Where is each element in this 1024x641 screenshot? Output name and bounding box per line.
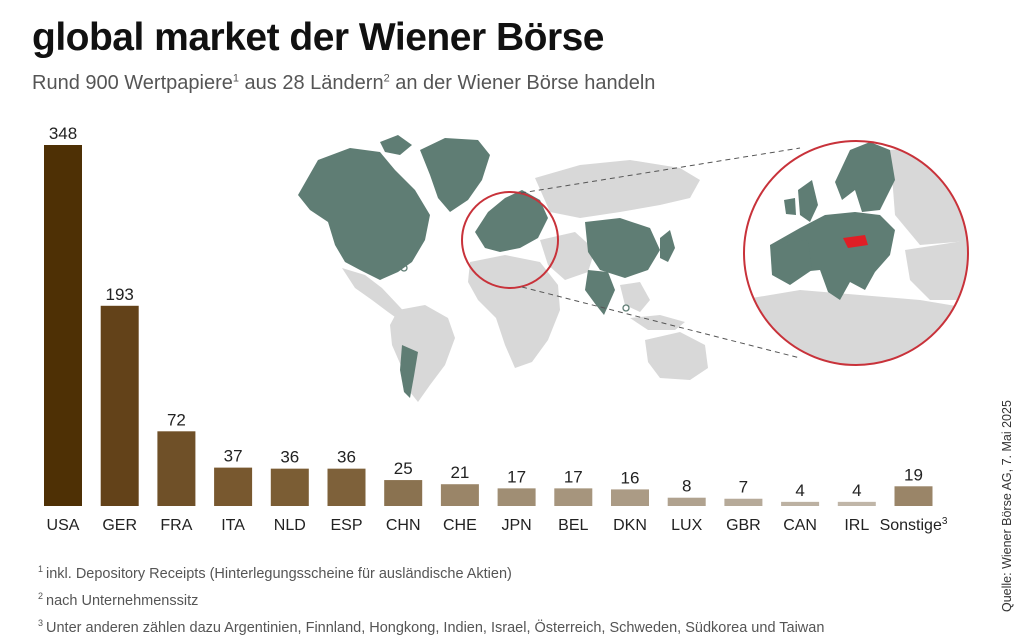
argentina-shape: [400, 345, 418, 398]
value-label-che: 21: [450, 463, 469, 482]
value-label-can: 4: [795, 481, 804, 500]
category-label-irl: IRL: [844, 517, 869, 534]
value-label-gbr: 7: [739, 478, 748, 497]
value-labels-group: 348 193 72 37 36 36 25 21 17 17 16 8 7 4 4 19: [49, 124, 923, 500]
north-america-shape: [298, 148, 430, 280]
footnote-3-mark: 3: [38, 617, 44, 628]
bar-usa: [44, 145, 82, 506]
bar-ita: [214, 467, 253, 506]
subtitle-footnote-mark-1: 1: [232, 72, 239, 85]
value-label-bel: 17: [564, 467, 583, 486]
category-label-gbr: GBR: [726, 517, 761, 534]
value-label-usa: 348: [49, 124, 77, 143]
value-label-jpn: 17: [507, 467, 526, 486]
footnotes: 1 inkl. Depository Receipts (Hinterlegung…: [38, 558, 824, 638]
value-label-lux: 8: [682, 477, 691, 496]
hongkong-marker: [622, 304, 630, 312]
bar-irl: [837, 501, 876, 506]
category-label-can: CAN: [783, 517, 817, 534]
zoom-austria-shape: [843, 235, 868, 248]
bar-jpn: [497, 488, 536, 506]
category-label-che: CHE: [443, 517, 477, 534]
category-label-bel: BEL: [558, 517, 588, 534]
category-label-chn: CHN: [386, 517, 421, 534]
bar-lux: [667, 497, 706, 506]
value-label-nld: 36: [280, 448, 299, 467]
value-label-ger: 193: [106, 285, 134, 304]
arctic-islands-shape: [380, 135, 412, 155]
bar-gbr: [724, 498, 763, 506]
australia-shape: [645, 332, 708, 380]
bars-group: [44, 145, 933, 506]
footnote-2-mark: 2: [38, 590, 44, 601]
page-title: global market der Wiener Börse: [32, 16, 605, 59]
category-label-lux: LUX: [671, 517, 702, 534]
category-labels-group: USA GER FRA ITA NLD ESP CHN CHE JPN BEL DKN LUX GBR C…: [47, 516, 948, 534]
zoom-continent-shape: [770, 212, 895, 300]
category-label-nld: NLD: [274, 517, 306, 534]
subtitle-text-1: Rund 900 Wertpapiere: [32, 72, 233, 94]
bar-dkn: [611, 489, 649, 506]
category-label-fra: FRA: [160, 517, 192, 534]
subtitle-text-2: aus 28 Ländern: [239, 72, 384, 94]
value-label-irl: 4: [852, 481, 861, 500]
bar-sonstige: [894, 486, 933, 506]
category-label-sonstige: Sonstige3: [880, 516, 948, 534]
value-label-sonstige: 19: [904, 465, 923, 484]
value-label-ita: 37: [224, 447, 243, 466]
category-label-usa: USA: [47, 517, 80, 534]
footnote-3-text: Unter anderen zählen dazu Argentinien, F…: [46, 619, 825, 636]
zoom-iberia-shape: [770, 240, 812, 285]
connector-line-top: [520, 147, 801, 194]
bar-fra: [157, 431, 196, 506]
indonesia-shape: [630, 315, 685, 330]
zoom-scandinavia-shape: [835, 142, 895, 212]
category-label-jpn: JPN: [501, 517, 531, 534]
zoom-middle-east-shape: [905, 240, 968, 300]
footnote-3: 3 Unter anderen zählen dazu Argentinien, …: [38, 612, 824, 639]
middle-east-shape: [540, 232, 595, 280]
zoom-ireland-shape: [784, 198, 796, 215]
footnote-1: 1 inkl. Depository Receipts (Hinterlegung…: [38, 558, 824, 585]
bar-ger: [100, 305, 139, 506]
category-label-esp: ESP: [330, 517, 362, 534]
category-label-ger: GER: [102, 517, 137, 534]
europe-zoom-border: [743, 140, 969, 366]
india-shape: [585, 270, 615, 315]
page-subtitle: Rund 900 Wertpapiere1 aus 28 Ländern2 an…: [32, 72, 655, 95]
category-label-dkn: DKN: [613, 517, 647, 534]
china-shape: [585, 218, 660, 278]
value-label-fra: 72: [167, 410, 186, 429]
footnote-1-text: inkl. Depository Receipts (Hinterlegungs…: [46, 565, 512, 582]
bar-can: [781, 501, 820, 506]
greenland-shape: [420, 138, 490, 212]
subtitle-footnote-mark-2: 2: [383, 72, 390, 85]
central-america-shape: [342, 268, 410, 322]
japan-shape: [660, 230, 675, 262]
footnote-2: 2 nach Unternehmenssitz: [38, 585, 824, 612]
source-credit: Quelle: Wiener Börse AG, 7. Mai 2025: [1000, 400, 1014, 612]
connector-line-bottom: [521, 286, 801, 359]
bar-chn: [384, 480, 423, 506]
footnote-2-text: nach Unternehmenssitz: [46, 592, 199, 609]
footnote-1-mark: 1: [38, 564, 44, 574]
russia-shape: [535, 160, 700, 218]
europe-focus-circle: [461, 191, 559, 289]
bar-bel: [554, 488, 593, 506]
bermuda-marker: [400, 264, 408, 272]
bar-che: [440, 484, 479, 506]
value-label-chn: 25: [394, 459, 413, 478]
europe-shape: [475, 190, 548, 252]
se-asia-shape: [620, 282, 650, 312]
category-label-ita: ITA: [221, 517, 245, 534]
zoom-uk-shape: [798, 180, 818, 222]
value-label-esp: 36: [337, 448, 356, 467]
subtitle-text-3: an der Wiener Börse handeln: [389, 72, 656, 94]
value-label-dkn: 16: [621, 468, 640, 487]
bar-nld: [270, 468, 309, 506]
bar-esp: [327, 468, 366, 506]
